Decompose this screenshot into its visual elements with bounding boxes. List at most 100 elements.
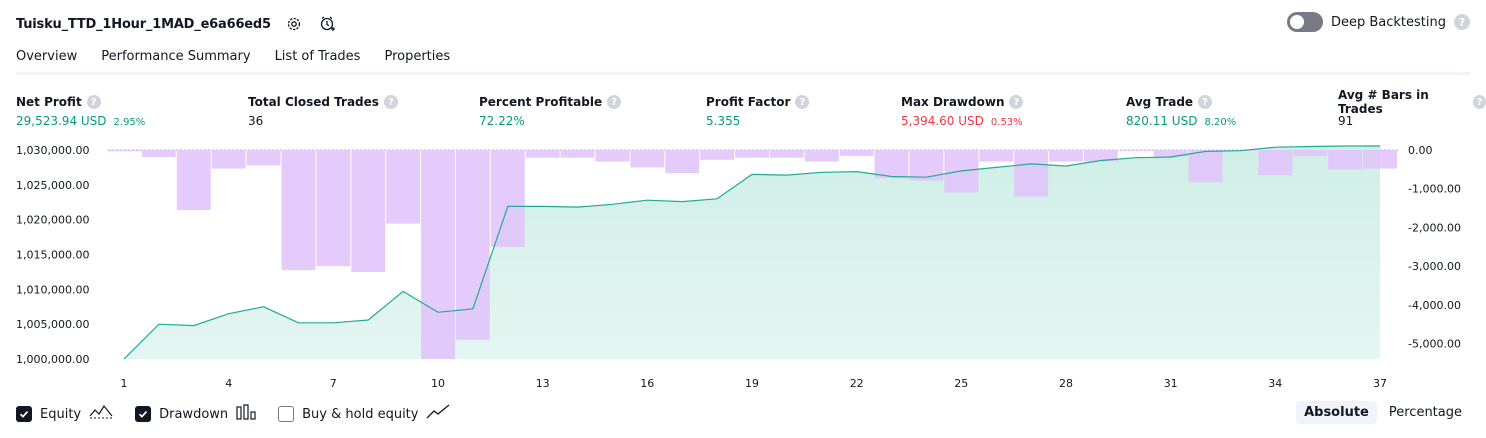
right-axis-tick: -3,000.00 (1408, 260, 1461, 273)
metric-value: 820.11 USD (1126, 114, 1198, 128)
metric-label: Net Profit (16, 95, 82, 109)
x-axis-tick: 28 (1059, 377, 1073, 390)
drawdown-bar (909, 150, 944, 181)
drawdown-bar (735, 150, 769, 158)
metric-label: Max Drawdown (901, 95, 1005, 109)
drawdown-bar (1188, 150, 1223, 183)
mode-absolute[interactable]: Absolute (1296, 401, 1377, 424)
help-icon[interactable]: ? (383, 95, 398, 109)
legend-equity[interactable]: Equity (16, 404, 113, 424)
drawdown-bar (490, 150, 525, 247)
metric-percent: 8.20% (1204, 117, 1237, 128)
drawdown-bar (700, 150, 735, 160)
right-axis-tick: -5,000.00 (1408, 338, 1461, 351)
legend-label: Drawdown (159, 406, 229, 422)
drawdown-bar (351, 150, 386, 272)
x-axis-tick: 10 (431, 377, 445, 390)
metric-label: Total Closed Trades (248, 95, 379, 109)
drawdown-checkbox[interactable] (135, 406, 152, 422)
buy-hold-checkbox[interactable] (278, 406, 295, 422)
metric-value: 91 (1338, 114, 1354, 128)
drawdown-bar (246, 150, 281, 166)
left-axis-tick: 1,010,000.00 (16, 283, 89, 296)
drawdown-bar (804, 150, 839, 162)
right-axis-tick: -1,000.00 (1408, 183, 1461, 196)
drawdown-bar (107, 150, 141, 152)
drawdown-bar (874, 150, 909, 179)
right-axis-tick: -4,000.00 (1408, 299, 1461, 312)
help-icon[interactable]: ? (1009, 95, 1024, 109)
left-axis-tick: 1,030,000.00 (16, 144, 89, 157)
drawdown-bar (525, 150, 560, 158)
equity-line-icon (89, 404, 113, 424)
drawdown-bar (595, 150, 630, 162)
x-axis-tick: 4 (225, 377, 232, 390)
drawdown-bar (560, 150, 595, 158)
drawdown-bar (281, 150, 316, 271)
tabs-divider (16, 72, 1470, 75)
equity-checkbox[interactable] (16, 406, 32, 422)
metric-label: Percent Profitable (479, 95, 603, 109)
mode-percentage[interactable]: Percentage (1388, 405, 1462, 420)
display-mode-switch: Absolute Percentage (1296, 401, 1470, 424)
drawdown-bar (1293, 150, 1328, 156)
drawdown-bar (1049, 150, 1083, 162)
x-axis-tick: 16 (640, 377, 654, 390)
left-axis-tick: 1,005,000.00 (16, 318, 89, 331)
left-axis-tick: 1,000,000.00 (16, 353, 89, 366)
chart-legend: Equity Drawdown Buy & hold equity (16, 404, 450, 424)
drawdown-bar (1014, 150, 1049, 197)
metric-value: 72.22% (479, 114, 525, 128)
deep-backtesting-toggle[interactable] (1286, 12, 1323, 32)
gear-icon[interactable] (283, 13, 305, 35)
drawdown-bar (1153, 150, 1188, 157)
legend-drawdown[interactable]: Drawdown (135, 404, 256, 424)
tab-overview[interactable]: Overview (16, 44, 78, 75)
help-icon[interactable]: ? (607, 95, 622, 109)
right-axis-tick: -2,000.00 (1408, 222, 1461, 235)
help-icon[interactable]: ? (795, 95, 810, 109)
metric-value: 29,523.94 USD (16, 114, 107, 128)
help-icon[interactable]: ? (1454, 14, 1470, 30)
legend-label: Buy & hold equity (302, 406, 419, 422)
left-axis-tick: 1,015,000.00 (16, 249, 89, 262)
left-axis-tick: 1,020,000.00 (16, 214, 89, 227)
legend-buy-hold[interactable]: Buy & hold equity (278, 404, 450, 424)
drawdown-bar (386, 150, 421, 224)
drawdown-bar (176, 150, 211, 211)
drawdown-bar (665, 150, 700, 174)
x-axis-tick: 31 (1164, 377, 1178, 390)
help-icon[interactable]: ? (86, 95, 101, 109)
metric-percent-profitable: Percent Profitable? 72.22% (479, 94, 622, 128)
equity-area (124, 146, 1380, 359)
drawdown-bar (141, 150, 176, 157)
legend-label: Equity (40, 406, 82, 422)
metric-avg-bars: Avg # Bars in Trades? 91 (1338, 88, 1486, 128)
drawdown-bar (630, 150, 665, 168)
add-alert-icon[interactable] (317, 13, 339, 35)
help-icon[interactable]: ? (1198, 95, 1213, 109)
drawdown-bar (455, 150, 490, 340)
buy-hold-line-icon (426, 404, 450, 424)
drawdown-bar (1118, 150, 1153, 151)
drawdown-bar (1083, 150, 1118, 162)
metric-label: Avg Trade (1126, 95, 1194, 109)
equity-drawdown-chart[interactable]: 1,030,000.00 1,025,000.00 1,020,000.00 1,01… (0, 138, 1486, 390)
metric-value: 36 (248, 114, 264, 128)
help-icon[interactable]: ? (1472, 95, 1486, 109)
tab-properties[interactable]: Properties (384, 49, 451, 64)
x-axis-tick: 37 (1373, 377, 1387, 390)
metric-percent: 2.95% (113, 117, 146, 128)
deep-backtesting-label: Deep Backtesting (1330, 14, 1446, 30)
tab-performance-summary[interactable]: Performance Summary (101, 49, 251, 64)
x-axis-tick: 25 (954, 377, 968, 390)
right-axis-tick: 0.00 (1408, 144, 1433, 157)
equity-line (123, 145, 1380, 360)
drawdown-bar (421, 150, 455, 359)
metric-value: 5.355 (706, 114, 741, 128)
tab-list-of-trades[interactable]: List of Trades (274, 49, 361, 64)
deep-backtesting: Deep Backtesting ? (1286, 12, 1470, 32)
drawdown-bars-icon (236, 404, 256, 424)
strategy-title: Tuisku_TTD_1Hour_1MAD_e6a66ed5 (16, 16, 271, 32)
metric-max-drawdown: Max Drawdown? 5,394.60 USD 0.53% (901, 94, 1024, 128)
